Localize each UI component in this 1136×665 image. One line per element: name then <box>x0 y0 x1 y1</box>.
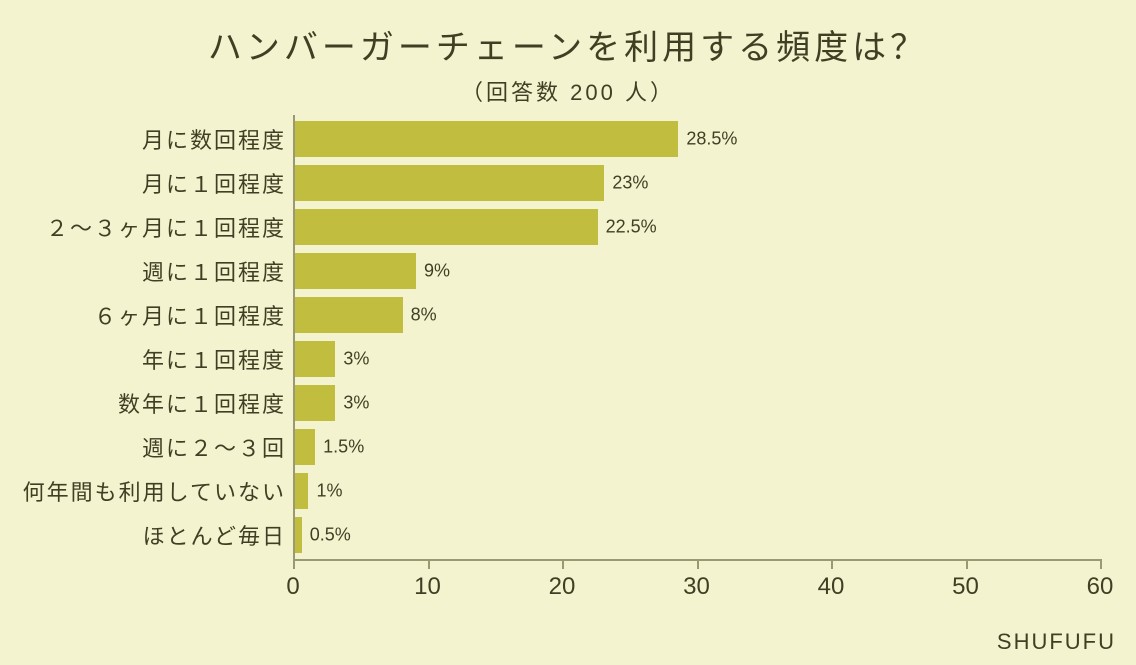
chart-title: ハンバーガーチェーンを利用する頻度は？ <box>0 0 1136 69</box>
value-label: 3% <box>343 349 369 370</box>
chart-subtitle: （回答数 200 人） <box>0 75 1136 107</box>
category-label: ２〜３ヶ月に１回程度 <box>46 211 286 243</box>
category-label: 何年間も利用していない <box>23 475 286 507</box>
value-label: 8% <box>411 305 437 326</box>
x-tick-label: 60 <box>1087 573 1114 601</box>
category-label: 月に数回程度 <box>142 123 286 155</box>
bar <box>295 385 335 421</box>
category-label: 数年に１回程度 <box>118 387 286 419</box>
x-tick-label: 30 <box>683 573 710 601</box>
x-tick-label: 0 <box>286 573 299 601</box>
bar-row: 週に１回程度 9% <box>0 249 1136 293</box>
bar-row: 何年間も利用していない 1% <box>0 469 1136 513</box>
x-tick <box>831 559 833 569</box>
value-label: 1.5% <box>323 437 364 458</box>
chart-container: ハンバーガーチェーンを利用する頻度は？ （回答数 200 人） 月に数回程度 28… <box>0 0 1136 665</box>
bar-row: 年に１回程度 3% <box>0 337 1136 381</box>
bar-row: 週に２〜３回 1.5% <box>0 425 1136 469</box>
category-label: 週に２〜３回 <box>142 431 286 463</box>
bar <box>295 473 308 509</box>
bar-row: ６ヶ月に１回程度 8% <box>0 293 1136 337</box>
bar-row: 月に数回程度 28.5% <box>0 117 1136 161</box>
bar <box>295 341 335 377</box>
category-label: ６ヶ月に１回程度 <box>94 299 286 331</box>
value-label: 0.5% <box>310 525 351 546</box>
value-label: 23% <box>612 173 648 194</box>
x-tick <box>293 559 295 569</box>
bar-row: 数年に１回程度 3% <box>0 381 1136 425</box>
x-tick <box>966 559 968 569</box>
x-axis: 0 10 20 30 40 50 60 <box>0 559 1136 609</box>
bar-row: 月に１回程度 23% <box>0 161 1136 205</box>
category-label: ほとんど毎日 <box>143 519 286 551</box>
category-label: 週に１回程度 <box>142 255 286 287</box>
plot-area: 月に数回程度 28.5% 月に１回程度 23% ２〜３ヶ月に１回程度 22.5% 週に１回程… <box>0 115 1136 605</box>
bar-row: ２〜３ヶ月に１回程度 22.5% <box>0 205 1136 249</box>
bar-row: ほとんど毎日 0.5% <box>0 513 1136 557</box>
x-tick-label: 20 <box>549 573 576 601</box>
bar <box>295 209 598 245</box>
x-tick <box>428 559 430 569</box>
bar <box>295 165 604 201</box>
bar <box>295 297 403 333</box>
brand-label: SHUFUFU <box>997 629 1116 655</box>
category-label: 年に１回程度 <box>142 343 286 375</box>
x-tick-label: 50 <box>952 573 979 601</box>
x-tick-label: 40 <box>818 573 845 601</box>
value-label: 28.5% <box>686 129 737 150</box>
bar <box>295 429 315 465</box>
category-label: 月に１回程度 <box>142 167 286 199</box>
bar <box>295 121 678 157</box>
bar <box>295 253 416 289</box>
value-label: 22.5% <box>606 217 657 238</box>
value-label: 1% <box>316 481 342 502</box>
value-label: 9% <box>424 261 450 282</box>
x-tick-label: 10 <box>414 573 441 601</box>
value-label: 3% <box>343 393 369 414</box>
x-tick <box>1100 559 1102 569</box>
x-tick <box>562 559 564 569</box>
bar <box>295 517 302 553</box>
x-tick <box>697 559 699 569</box>
